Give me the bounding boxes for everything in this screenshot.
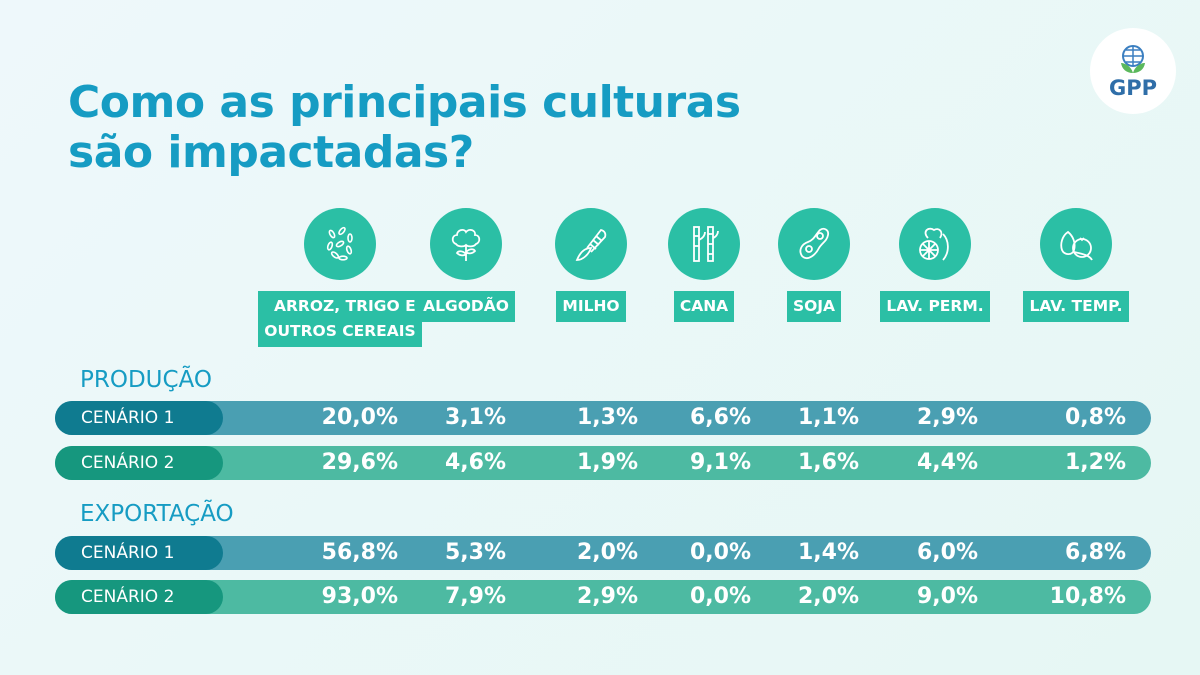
globe-leaf-icon <box>1121 45 1145 73</box>
corn-icon <box>555 208 627 280</box>
value-cell: 6,0% <box>916 540 978 565</box>
exportacao-cenario-1-row: CENÁRIO 1 56,8% 5,3% 2,0% 0,0% 1,4% 6,0% 6,8% <box>55 536 1151 570</box>
section-producao: PRODUÇÃO <box>80 367 212 393</box>
crop-label: LAV. TEMP. <box>1023 291 1129 322</box>
producao-cenario-2-row: CENÁRIO 2 29,6% 4,6% 1,9% 9,1% 1,6% 4,4% 1,2% <box>55 446 1151 480</box>
gpp-logo: GPP <box>1090 28 1176 114</box>
value-cell: 9,1% <box>689 450 751 475</box>
crop-column: CANA <box>604 208 804 322</box>
crop-column: SOJA <box>714 208 914 322</box>
crop-column: ALGODÃO <box>366 208 566 322</box>
value-cell: 2,9% <box>916 405 978 430</box>
value-cell: 7,9% <box>444 584 506 609</box>
crop-label-line: ALGODÃO <box>423 297 509 315</box>
crop-label: ARROZ, TRIGO E OUTROS CEREAIS <box>258 291 422 347</box>
page-title: Como as principais culturas são impactad… <box>68 78 741 178</box>
crop-column: MILHO <box>491 208 691 322</box>
title-line-1: Como as principais culturas <box>68 77 741 128</box>
value-cell: 1,3% <box>576 405 638 430</box>
value-cell: 1,4% <box>797 540 859 565</box>
value-cell: 0,8% <box>1064 405 1126 430</box>
value-cell: 4,6% <box>444 450 506 475</box>
crop-label-line: MILHO <box>562 297 620 315</box>
value-cell: 1,1% <box>797 405 859 430</box>
value-cell: 1,6% <box>797 450 859 475</box>
value-cell: 10,8% <box>1049 584 1126 609</box>
title-line-2: são impactadas? <box>68 127 474 178</box>
crop-label-line: OUTROS CEREAIS <box>264 322 416 340</box>
crop-label-line: CANA <box>679 297 729 315</box>
value-cell: 9,0% <box>916 584 978 609</box>
value-cell: 1,9% <box>576 450 638 475</box>
crop-label: ALGODÃO <box>417 291 515 322</box>
value-cell: 3,1% <box>444 405 506 430</box>
crop-label-line: ARROZ, TRIGO E <box>273 297 416 315</box>
crop-label-line: SOJA <box>792 297 836 315</box>
producao-cenario-1-row: CENÁRIO 1 20,0% 3,1% 1,3% 6,6% 1,1% 2,9% 0,8% <box>55 401 1151 435</box>
value-cell: 93,0% <box>321 584 398 609</box>
sugarcane-icon <box>668 208 740 280</box>
fruits-icon <box>899 208 971 280</box>
value-cell: 4,4% <box>916 450 978 475</box>
scenario-label: CENÁRIO 2 <box>55 446 223 480</box>
value-cell: 6,8% <box>1064 540 1126 565</box>
crop-column: LAV. TEMP. <box>976 208 1176 322</box>
value-cell: 2,9% <box>576 584 638 609</box>
vegetables-icon <box>1040 208 1112 280</box>
crop-label: LAV. PERM. <box>880 291 990 322</box>
logo-text: GPP <box>1108 76 1158 100</box>
crop-label: MILHO <box>556 291 626 322</box>
value-cell: 20,0% <box>321 405 398 430</box>
scenario-label: CENÁRIO 1 <box>55 536 223 570</box>
crop-label: CANA <box>673 291 735 322</box>
section-exportacao: EXPORTAÇÃO <box>80 501 234 527</box>
value-cell: 0,0% <box>689 540 751 565</box>
value-cell: 6,6% <box>689 405 751 430</box>
value-cell: 2,0% <box>576 540 638 565</box>
grains-icon <box>304 208 376 280</box>
value-cell: 1,2% <box>1064 450 1126 475</box>
crop-label-line: LAV. TEMP. <box>1029 297 1123 315</box>
value-cell: 2,0% <box>797 584 859 609</box>
crop-label-line: LAV. PERM. <box>886 297 984 315</box>
value-cell: 56,8% <box>321 540 398 565</box>
value-cell: 29,6% <box>321 450 398 475</box>
crop-column: LAV. PERM. <box>835 208 1035 322</box>
exportacao-cenario-2-row: CENÁRIO 2 93,0% 7,9% 2,9% 0,0% 2,0% 9,0% 10,8% <box>55 580 1151 614</box>
cotton-icon <box>430 208 502 280</box>
soybean-icon <box>778 208 850 280</box>
scenario-label: CENÁRIO 1 <box>55 401 223 435</box>
crop-label: SOJA <box>786 291 842 322</box>
scenario-label: CENÁRIO 2 <box>55 580 223 614</box>
value-cell: 5,3% <box>444 540 506 565</box>
value-cell: 0,0% <box>689 584 751 609</box>
crop-column: ARROZ, TRIGO E OUTROS CEREAIS <box>240 208 440 347</box>
